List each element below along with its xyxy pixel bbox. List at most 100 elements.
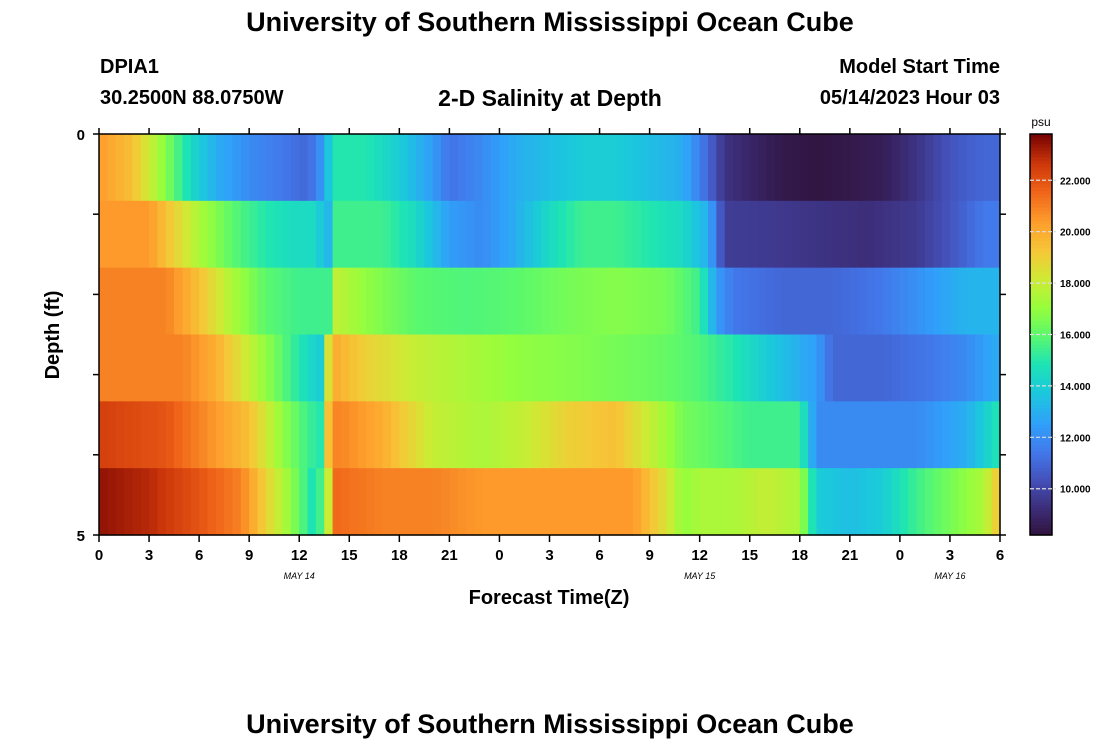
heatmap-cell <box>783 200 793 269</box>
heatmap-cell <box>874 401 884 469</box>
colorbar-segment <box>1030 304 1052 309</box>
heatmap-cell <box>674 267 684 336</box>
colorbar-segment <box>1030 227 1052 232</box>
heatmap-cell <box>816 468 826 536</box>
heatmap-cell <box>174 134 184 202</box>
heatmap-cell <box>265 200 275 269</box>
colorbar-segment <box>1030 184 1052 189</box>
heatmap-cell <box>257 401 267 469</box>
heatmap-cell <box>933 267 943 336</box>
heatmap-cell <box>899 200 909 269</box>
heatmap-cell <box>641 134 651 202</box>
heatmap-cell <box>399 200 409 269</box>
colorbar-segment <box>1030 284 1052 289</box>
heatmap-cell <box>816 134 826 202</box>
heatmap-cell <box>866 468 876 536</box>
heatmap-cell <box>382 267 392 336</box>
heatmap-cell <box>357 468 367 536</box>
heatmap-cell <box>407 134 417 202</box>
heatmap-cell <box>674 401 684 469</box>
heatmap-cell <box>365 468 375 536</box>
heatmap-cell <box>274 267 284 336</box>
colorbar-segment <box>1030 354 1052 359</box>
heatmap-cell <box>808 468 818 536</box>
heatmap-cell <box>933 401 943 469</box>
heatmap-cell <box>474 200 484 269</box>
heatmap-cell <box>766 267 776 336</box>
heatmap-cell <box>599 468 609 536</box>
colorbar-tick-label: 10.000 <box>1060 485 1091 496</box>
heatmap-cell <box>232 401 242 469</box>
heatmap-cell <box>182 468 192 536</box>
heatmap-cell <box>808 401 818 469</box>
heatmap-cell <box>699 134 709 202</box>
colorbar-segment <box>1030 187 1052 192</box>
heatmap-cell <box>783 334 793 402</box>
x-tick-label: 9 <box>245 547 253 564</box>
heatmap-cell <box>741 334 751 402</box>
heatmap-cell <box>516 468 526 536</box>
heatmap-cell <box>332 334 342 402</box>
heatmap-cell <box>883 267 893 336</box>
heatmap-cell <box>916 200 926 269</box>
heatmap-cell <box>833 468 843 536</box>
colorbar-segment <box>1030 234 1052 239</box>
heatmap-cell <box>708 267 717 336</box>
heatmap-cell <box>899 267 909 336</box>
heatmap-cell <box>724 267 734 336</box>
heatmap-cell <box>949 134 959 202</box>
heatmap-cell <box>449 134 459 202</box>
heatmap-cell <box>449 267 459 336</box>
heatmap-cell <box>958 267 968 336</box>
heatmap-cell <box>274 468 284 536</box>
heatmap-cell <box>499 267 509 336</box>
heatmap-cell <box>249 200 259 269</box>
heatmap-cell <box>632 267 642 336</box>
heatmap-cell <box>390 200 400 269</box>
heatmap-cell <box>557 267 567 336</box>
heatmap-cell <box>441 267 450 336</box>
heatmap-cell <box>766 200 776 269</box>
heatmap-cell <box>666 134 676 202</box>
y-tick-label: 0 <box>77 127 85 144</box>
heatmap-cell <box>883 468 893 536</box>
heatmap-cell <box>666 334 676 402</box>
heatmap-cell <box>816 267 826 336</box>
heatmap-cell <box>858 401 868 469</box>
heatmap-cell <box>390 468 400 536</box>
heatmap-cell <box>908 134 918 202</box>
colorbar-segment <box>1030 244 1052 249</box>
heatmap-cell <box>340 267 350 336</box>
heatmap-cell <box>382 200 392 269</box>
heatmap-cell <box>374 200 384 269</box>
heatmap-cell <box>841 134 851 202</box>
heatmap-cell <box>482 267 492 336</box>
heatmap-cell <box>641 401 651 469</box>
colorbar-segment <box>1030 297 1052 302</box>
heatmap-cell <box>682 134 692 202</box>
heatmap-cell <box>157 468 167 536</box>
heatmap-cell <box>240 468 250 536</box>
heatmap-cell <box>390 134 400 202</box>
heatmap-cell <box>124 468 133 536</box>
heatmap-cell <box>199 468 209 536</box>
heatmap-cell <box>374 134 384 202</box>
heatmap-cell <box>541 200 551 269</box>
heatmap-cell <box>207 334 217 402</box>
colorbar-segment <box>1030 374 1052 379</box>
heatmap-cell <box>99 468 108 536</box>
heatmap-cell <box>274 401 284 469</box>
y-tick-label: 5 <box>77 528 85 545</box>
heatmap-cell <box>816 401 826 469</box>
colorbar-segment <box>1030 321 1052 326</box>
heatmap-cell <box>849 267 859 336</box>
heatmap-cell <box>449 468 459 536</box>
heatmap-cell <box>182 200 192 269</box>
heatmap-cell <box>99 334 108 402</box>
heatmap-cell <box>240 267 250 336</box>
heatmap-cell <box>949 267 959 336</box>
heatmap-cell <box>115 200 125 269</box>
heatmap-cell <box>716 401 726 469</box>
heatmap-cells <box>99 134 1001 536</box>
